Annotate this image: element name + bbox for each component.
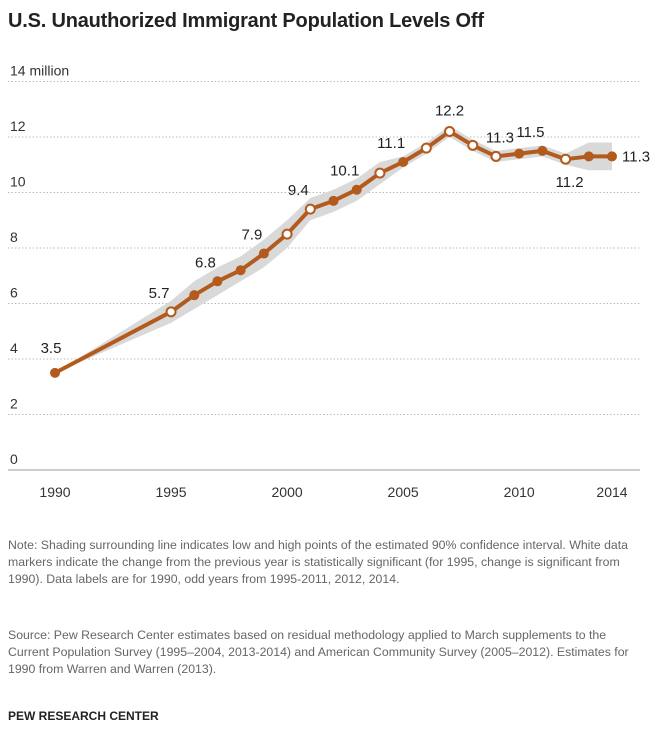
data-point xyxy=(583,151,594,162)
data-label: 11.1 xyxy=(377,135,405,152)
data-label: 9.4 xyxy=(288,182,309,199)
data-point xyxy=(420,142,432,154)
data-point xyxy=(212,276,223,287)
y-axis-unit-label: 14 million xyxy=(10,63,69,79)
x-tick-label: 1990 xyxy=(39,484,70,500)
data-label: 11.3 xyxy=(486,129,514,146)
y-tick-label: 10 xyxy=(10,174,26,190)
data-point xyxy=(398,156,409,167)
chart-note: Note: Shading surrounding line indicates… xyxy=(8,538,629,586)
y-tick-label: 2 xyxy=(10,396,18,412)
data-label: 12.2 xyxy=(435,102,464,119)
x-tick-label: 2000 xyxy=(272,484,303,500)
confidence-band xyxy=(55,125,612,373)
line-chart: 0 2 4 6 8 10 12 14 million 1990 1995 2000 2005 2010 2… xyxy=(8,63,650,500)
x-tick-label: 1995 xyxy=(155,484,186,500)
data-point xyxy=(328,195,339,206)
data-label: 10.1 xyxy=(330,163,359,180)
y-tick-label: 6 xyxy=(10,285,18,301)
data-label: 5.7 xyxy=(149,285,170,302)
data-point xyxy=(50,367,60,378)
data-point xyxy=(235,265,246,276)
data-point xyxy=(514,148,525,159)
data-label: 3.5 xyxy=(41,340,62,357)
data-point xyxy=(537,145,548,156)
data-label: 11.3 xyxy=(622,148,650,165)
data-point xyxy=(351,184,362,195)
data-point xyxy=(467,139,479,151)
x-tick-label: 2005 xyxy=(388,484,419,500)
data-label: 11.2 xyxy=(556,174,584,191)
y-tick-label: 4 xyxy=(10,340,18,356)
data-point xyxy=(189,290,200,301)
data-point xyxy=(560,153,572,165)
data-point xyxy=(281,228,293,240)
chart-source: Source: Pew Research Center estimates ba… xyxy=(8,628,629,676)
y-tick-label: 12 xyxy=(10,118,26,134)
x-tick-label: 2014 xyxy=(596,484,627,500)
chart-title: U.S. Unauthorized Immigrant Population L… xyxy=(8,10,484,32)
y-tick-label: 8 xyxy=(10,229,18,245)
data-label: 7.9 xyxy=(241,227,262,244)
brand-label: PEW RESEARCH CENTER xyxy=(8,709,159,723)
data-point xyxy=(165,306,177,318)
data-label: 11.5 xyxy=(516,124,544,141)
data-point xyxy=(444,125,456,137)
x-tick-label: 2010 xyxy=(504,484,535,500)
data-point xyxy=(374,167,386,179)
data-point xyxy=(607,151,617,162)
data-label: 6.8 xyxy=(195,254,216,271)
data-point xyxy=(490,150,502,162)
y-tick-label: 0 xyxy=(10,451,18,467)
data-point xyxy=(258,248,269,259)
data-point xyxy=(304,203,316,215)
